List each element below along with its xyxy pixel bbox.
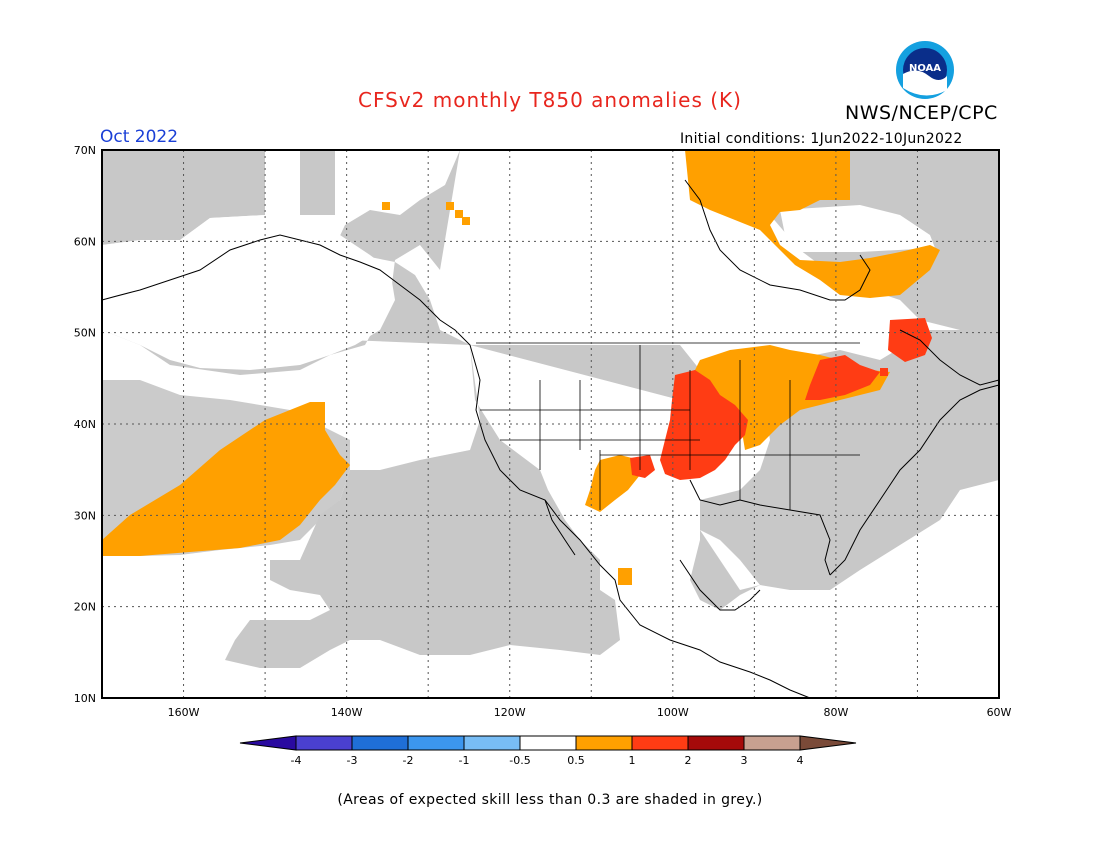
lat-label: 40N [74, 418, 96, 431]
lon-label: 80W [823, 706, 848, 719]
noaa-logo-icon: NOAA [896, 41, 954, 99]
lat-label: 70N [74, 144, 96, 157]
white-regions [102, 205, 935, 600]
lon-label: 60W [987, 706, 1012, 719]
initial-conditions: Initial conditions: 1Jun2022-10Jun2022 [680, 131, 963, 147]
colorbar-tick-label: -2 [403, 754, 414, 767]
colorbar-tick-label: -0.5 [509, 754, 530, 767]
latitude-labels: 70N 60N 50N 40N 30N 20N 10N [74, 144, 96, 705]
lat-label: 10N [74, 692, 96, 705]
colorbar-tick-label: -3 [347, 754, 358, 767]
coastlines [101, 179, 1000, 699]
colorbar-segment [743, 735, 801, 751]
positive-anomaly-red [630, 318, 932, 480]
longitude-labels: 160W 140W 120W 100W 80W 60W [168, 706, 1012, 719]
colorbar-segment [407, 735, 465, 751]
state-borders [476, 342, 860, 510]
colorbar-tick-label: -4 [291, 754, 302, 767]
colorbar-max-arrow [799, 735, 857, 751]
map-frame [101, 149, 1000, 699]
svg-text:NOAA: NOAA [909, 63, 941, 74]
colorbar-tick-label: 2 [685, 754, 692, 767]
colorbar-min-arrow [239, 735, 297, 751]
lon-label: 140W [331, 706, 363, 719]
lat-label: 60N [74, 235, 96, 248]
colorbar-segment [575, 735, 633, 751]
lon-label: 120W [494, 706, 526, 719]
lat-label: 50N [74, 327, 96, 340]
colorbar-tick-label: 3 [741, 754, 748, 767]
colorbar-segment [519, 735, 577, 751]
skill-note: (Areas of expected skill less than 0.3 a… [337, 792, 763, 808]
lat-label: 30N [74, 509, 96, 522]
graticule [102, 150, 999, 698]
colorbar-segment [463, 735, 521, 751]
colorbar: -4 -3 -2 -1 -0.5 0.5 1 2 3 4 [239, 735, 857, 767]
colorbar-tick-label: 4 [797, 754, 804, 767]
agency-label: NWS/NCEP/CPC [845, 102, 998, 124]
lon-label: 160W [168, 706, 200, 719]
colorbar-segment [631, 735, 689, 751]
colorbar-segment [351, 735, 409, 751]
lon-label: 100W [657, 706, 689, 719]
forecast-month: Oct 2022 [100, 127, 179, 147]
colorbar-segment [687, 735, 745, 751]
colorbar-tick-label: 0.5 [567, 754, 585, 767]
colorbar-tick-label: -1 [459, 754, 470, 767]
lat-label: 20N [74, 601, 96, 614]
map-title: CFSv2 monthly T850 anomalies (K) [358, 88, 742, 112]
colorbar-segment [295, 735, 353, 751]
colorbar-tick-label: 1 [629, 754, 636, 767]
